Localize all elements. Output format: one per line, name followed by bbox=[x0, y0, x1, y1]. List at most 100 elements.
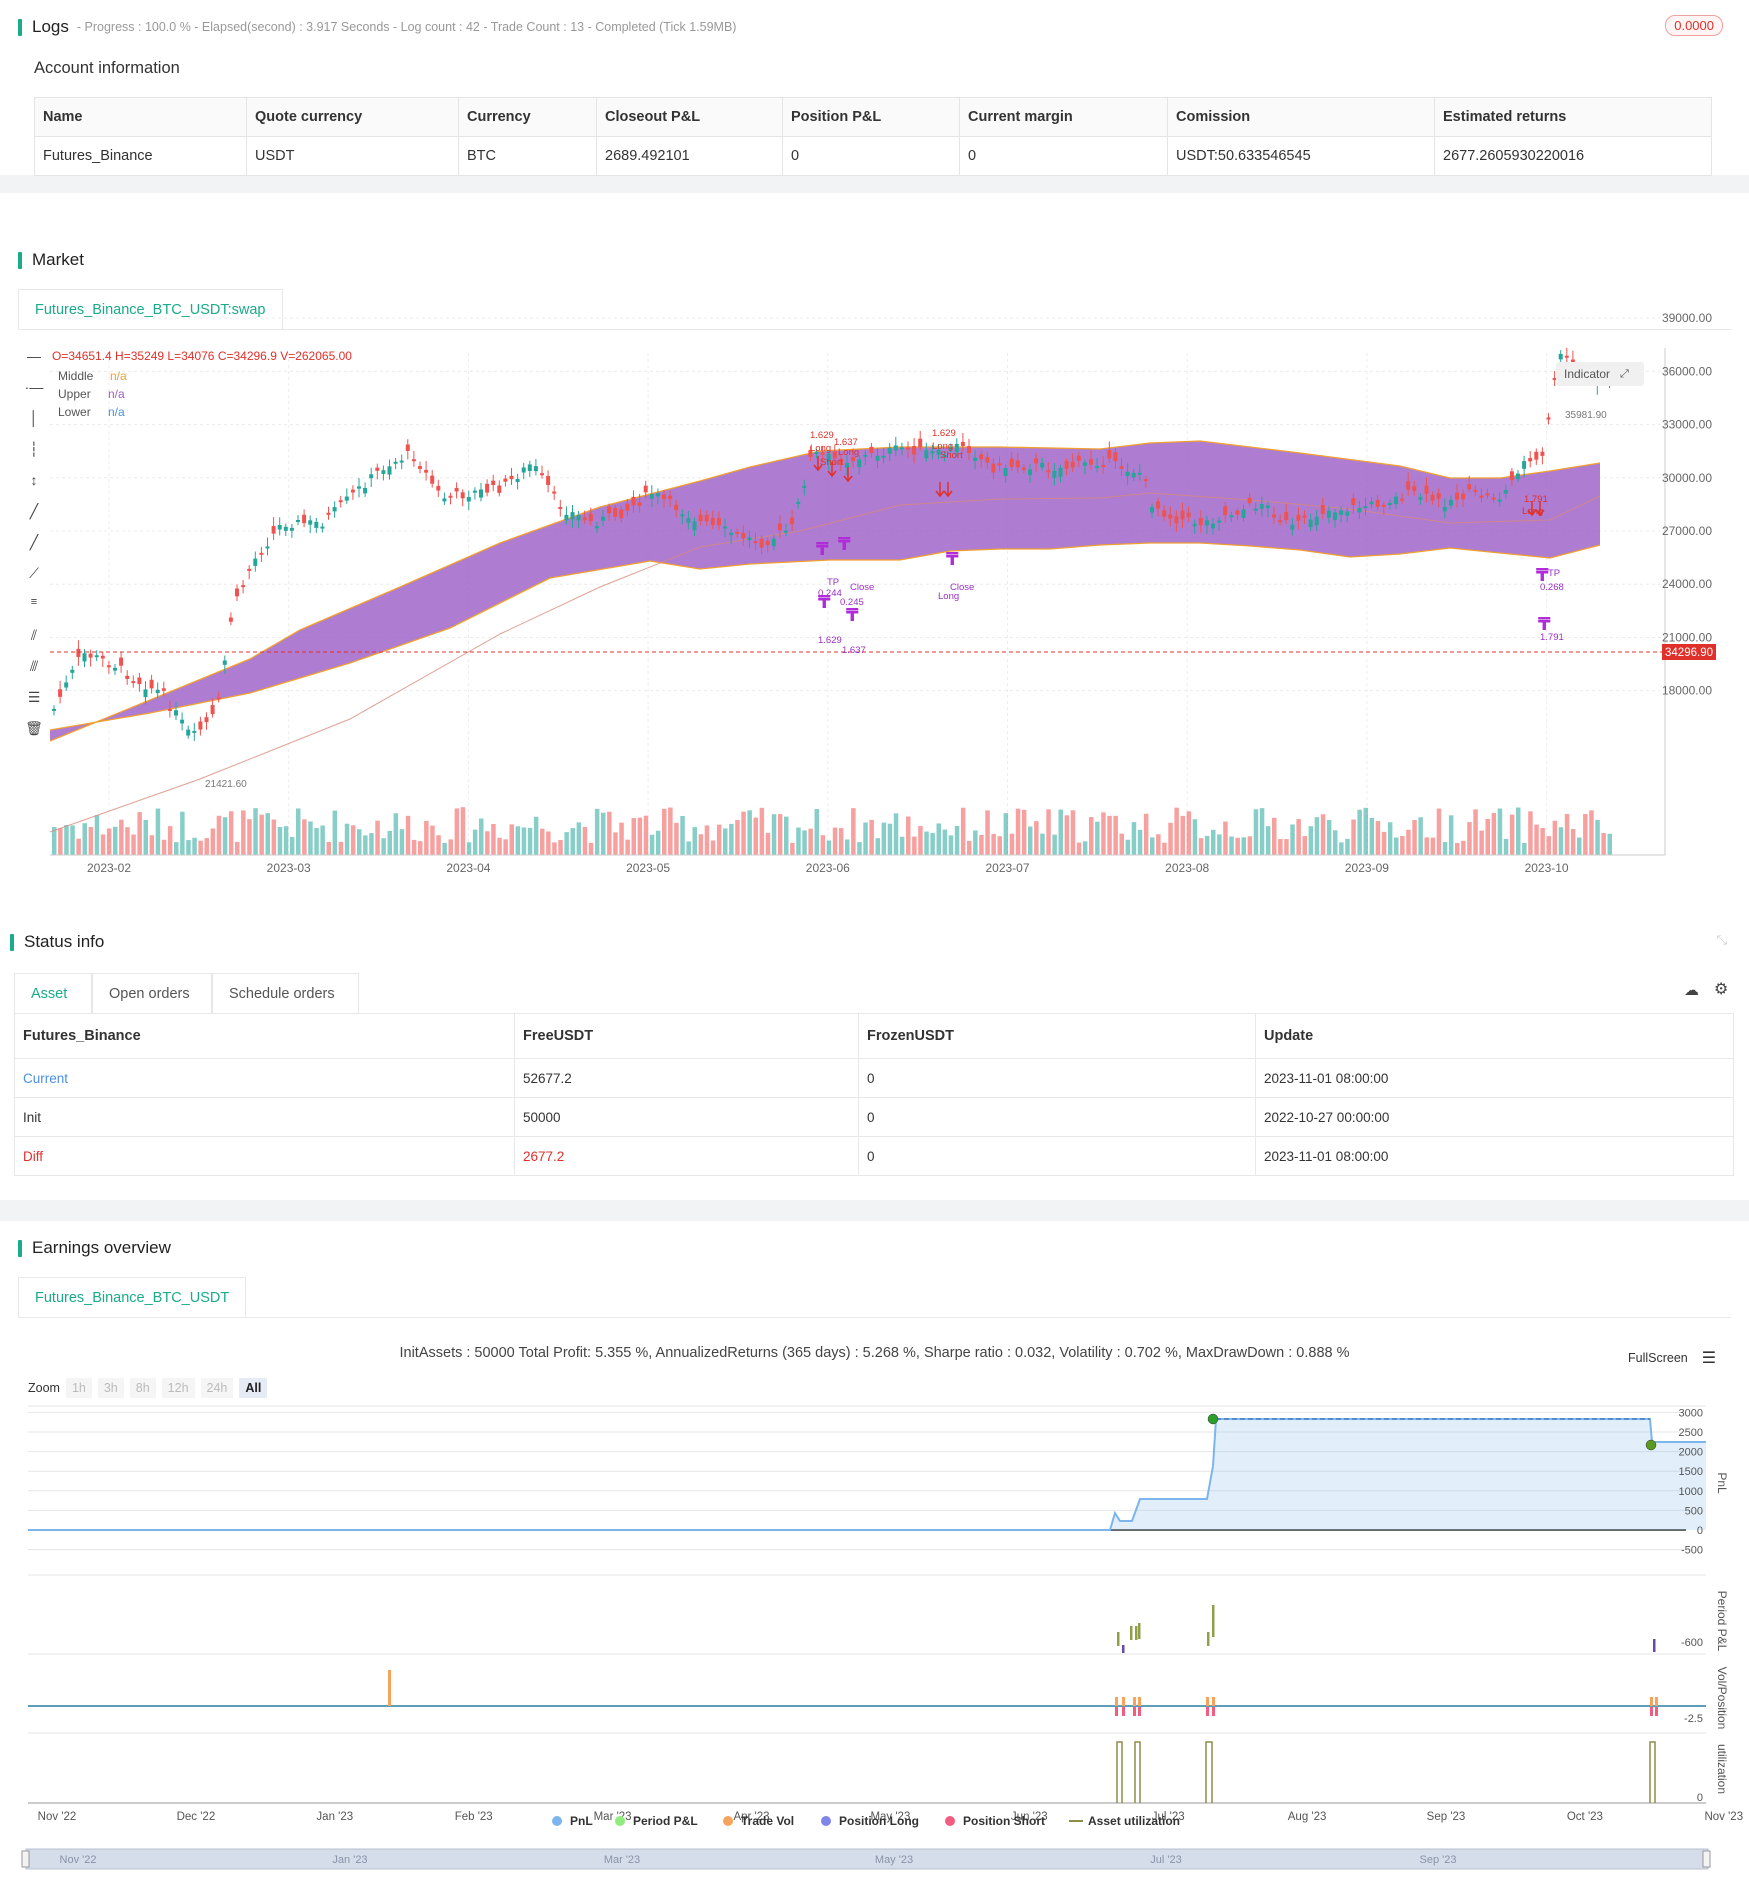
ray-line-icon[interactable]: ╱ bbox=[29, 534, 39, 550]
section-marker bbox=[18, 251, 22, 269]
asset-row-init: Init 50000 0 2022-10-27 00:00:00 bbox=[14, 1097, 1734, 1137]
tab-open-orders[interactable]: Open orders bbox=[92, 973, 212, 1013]
price-tick-label: 24000.00 bbox=[1662, 577, 1712, 591]
volume-bar bbox=[1320, 814, 1326, 855]
indicator-button[interactable]: Indicator ⤢ bbox=[1556, 362, 1644, 386]
price-range-icon[interactable]: ↕ bbox=[30, 472, 38, 488]
fib-icon[interactable]: ⫻ bbox=[29, 658, 39, 674]
pnl-area bbox=[28, 1419, 1706, 1530]
volume-bar bbox=[1516, 807, 1521, 855]
trash-icon[interactable]: 🗑 bbox=[25, 720, 43, 736]
volume-bar bbox=[277, 827, 283, 855]
fib-levels-icon[interactable]: ☰ bbox=[27, 689, 41, 705]
candle-body bbox=[399, 460, 404, 463]
volume-bar bbox=[686, 841, 691, 855]
candle-body bbox=[100, 655, 105, 659]
price-label-icon[interactable]: ≡ bbox=[30, 596, 38, 608]
zoom-8h[interactable]: 8h bbox=[129, 1378, 156, 1398]
trade-annotation: Long bbox=[810, 443, 831, 454]
tab-asset[interactable]: Asset bbox=[14, 973, 92, 1013]
candle-body bbox=[296, 520, 300, 523]
parallel-channel-icon[interactable]: ⫽ bbox=[30, 627, 38, 643]
earnings-symbol-tab[interactable]: Futures_Binance_BTC_USDT bbox=[18, 1277, 247, 1317]
trend-line-icon[interactable]: ╱ bbox=[29, 503, 39, 519]
volume-bar bbox=[698, 834, 704, 855]
volume-bar bbox=[1137, 829, 1143, 855]
take-profit-marker: ₸ bbox=[838, 534, 851, 554]
candle-body bbox=[826, 453, 831, 463]
account-cell: BTC bbox=[458, 136, 597, 176]
horizontal-line-icon[interactable]: — bbox=[27, 348, 41, 364]
market-symbol-tab[interactable]: Futures_Binance_BTC_USDT:swap bbox=[18, 289, 283, 329]
earnings-chart[interactable]: 3000 2500 2000 1500 1000 500 0 -500 PnL Period P&… bbox=[0, 1221, 1749, 1898]
candle-body bbox=[1186, 512, 1191, 518]
legend-dot-marker bbox=[821, 1816, 831, 1826]
volume-bar bbox=[1113, 815, 1118, 855]
gear-icon[interactable]: ⚙ bbox=[1714, 981, 1729, 998]
volume-bar bbox=[1180, 815, 1185, 855]
logs-summary: - Progress : 100.0 % - Elapsed(second) :… bbox=[76, 20, 737, 34]
volume-bar bbox=[729, 823, 734, 855]
segment-line-icon[interactable]: ⟋ bbox=[29, 565, 39, 581]
collapse-icon[interactable]: ⤡ bbox=[1716, 932, 1727, 947]
upload-icon[interactable]: ☁ bbox=[1684, 982, 1699, 999]
legend-middle-value: n/a bbox=[110, 369, 127, 383]
candle-body bbox=[649, 493, 654, 499]
free-usdt: 50000 bbox=[514, 1097, 859, 1137]
zoom-24h[interactable]: 24h bbox=[200, 1378, 234, 1398]
candle-body bbox=[558, 507, 563, 510]
volume-bar bbox=[1150, 837, 1155, 855]
trade-vol-bar bbox=[1115, 1697, 1118, 1706]
volume-bar bbox=[350, 825, 356, 855]
navigator-handle-right[interactable] bbox=[1702, 1850, 1711, 1868]
horizontal-ray-icon[interactable]: ·— bbox=[24, 379, 44, 395]
zoom-all[interactable]: All bbox=[239, 1378, 268, 1398]
volume-bar bbox=[149, 835, 155, 855]
candle-body bbox=[320, 526, 325, 529]
volume-bar bbox=[1186, 811, 1192, 855]
price-tick-label: 18000.00 bbox=[1662, 684, 1712, 698]
volume-bar bbox=[692, 827, 697, 855]
candle-body bbox=[1461, 493, 1466, 500]
candle-body bbox=[192, 730, 197, 733]
candle-body bbox=[1424, 485, 1429, 494]
candle-body bbox=[521, 467, 526, 473]
zoom-12h[interactable]: 12h bbox=[161, 1378, 195, 1398]
candle-body bbox=[1009, 458, 1014, 468]
navigator-handle-left[interactable] bbox=[21, 1850, 30, 1868]
zoom-1h[interactable]: 1h bbox=[65, 1378, 92, 1398]
candle-body bbox=[58, 689, 63, 697]
candle-body bbox=[1351, 498, 1356, 505]
volume-bar bbox=[1156, 834, 1161, 855]
lower-band-line bbox=[49, 542, 1601, 731]
candle-body bbox=[1223, 506, 1228, 516]
logs-badge[interactable]: 0.0000 bbox=[1665, 15, 1723, 36]
pnl-line bbox=[28, 1418, 1706, 1531]
trade-annotation: 1.637 bbox=[842, 645, 866, 656]
tab-schedule-orders[interactable]: Schedule orders bbox=[212, 973, 359, 1013]
candle-body bbox=[1345, 511, 1350, 516]
navigator-label: Mar '23 bbox=[604, 1854, 640, 1866]
candle-body bbox=[771, 538, 776, 547]
candle-body bbox=[1143, 479, 1148, 482]
vertical-line-icon[interactable]: │ bbox=[29, 410, 39, 426]
account-header-row: Name Quote currency Currency Closeout P&… bbox=[34, 97, 1712, 137]
time-tick-label: 2023-03 bbox=[267, 861, 311, 875]
time-tick-label: Aug '23 bbox=[1288, 1811, 1327, 1823]
market-chart[interactable]: 1.629Long1.637LongShortTP0.2440.2451.629… bbox=[0, 193, 1749, 915]
fullscreen-button[interactable]: FullScreen ☰ bbox=[1628, 1348, 1716, 1368]
vertical-segment-icon[interactable]: ┆ bbox=[29, 441, 39, 457]
candle-body bbox=[1259, 503, 1264, 509]
volume-bar bbox=[973, 830, 978, 855]
candle-body bbox=[912, 446, 917, 455]
volume-bar bbox=[1577, 837, 1582, 855]
pnl-tick-label: -500 bbox=[1681, 1545, 1703, 1557]
candle-body bbox=[277, 524, 282, 530]
candle-body bbox=[601, 516, 605, 521]
zoom-3h[interactable]: 3h bbox=[97, 1378, 124, 1398]
volume-bar bbox=[338, 841, 344, 855]
volume-bar bbox=[1052, 834, 1057, 855]
candle-body bbox=[759, 538, 764, 548]
volume-bar bbox=[832, 827, 838, 855]
time-tick-label: Jul '23 bbox=[1152, 1811, 1185, 1823]
